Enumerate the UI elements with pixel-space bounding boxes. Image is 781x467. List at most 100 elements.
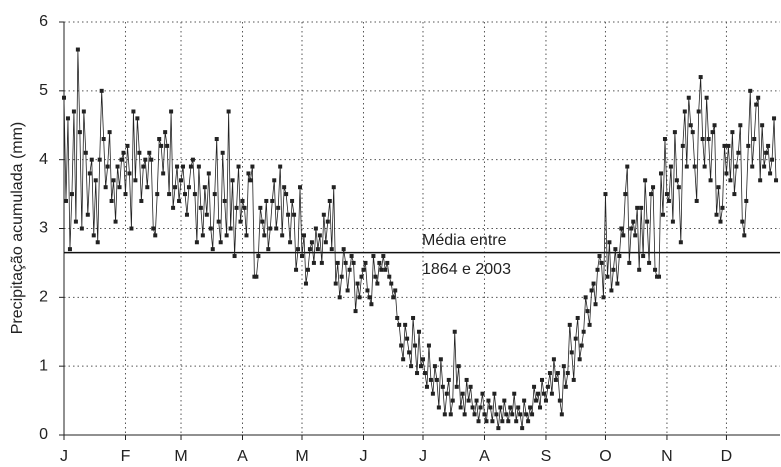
- data-point: [772, 116, 777, 121]
- data-point: [294, 267, 299, 272]
- data-point: [668, 164, 673, 169]
- data-point: [448, 412, 453, 417]
- x-tick-label: N: [661, 448, 673, 465]
- data-point: [426, 343, 431, 348]
- data-point: [337, 295, 342, 300]
- data-point: [444, 391, 449, 396]
- data-point: [752, 137, 757, 142]
- data-point: [571, 377, 576, 382]
- data-point: [333, 281, 338, 286]
- data-point: [73, 219, 78, 224]
- data-point: [563, 384, 568, 389]
- data-point: [480, 391, 485, 396]
- data-point: [609, 288, 614, 293]
- data-point: [730, 130, 735, 135]
- data-point: [486, 398, 491, 403]
- data-point: [589, 288, 594, 293]
- data-point: [534, 398, 539, 403]
- data-point: [599, 260, 604, 265]
- data-point: [724, 171, 729, 176]
- data-point: [438, 357, 443, 362]
- data-point: [210, 247, 215, 252]
- data-point: [163, 130, 168, 135]
- data-point: [419, 364, 424, 369]
- data-point: [258, 205, 263, 210]
- data-point: [520, 426, 525, 431]
- data-point: [692, 164, 697, 169]
- data-point: [103, 185, 108, 190]
- data-point: [363, 260, 368, 265]
- data-point: [498, 405, 503, 410]
- data-point: [377, 260, 382, 265]
- data-point: [629, 226, 634, 231]
- data-point: [543, 398, 548, 403]
- data-point: [264, 198, 269, 203]
- data-point: [93, 178, 98, 183]
- data-point: [506, 419, 511, 424]
- data-point: [300, 254, 305, 259]
- data-point: [434, 377, 439, 382]
- data-point: [456, 364, 461, 369]
- data-point: [387, 274, 392, 279]
- data-point: [188, 164, 193, 169]
- x-tick-label: M: [174, 448, 187, 465]
- data-point: [355, 281, 360, 286]
- data-point: [175, 164, 180, 169]
- data-point: [698, 75, 703, 80]
- data-point: [549, 391, 554, 396]
- data-point: [286, 212, 291, 217]
- data-point: [476, 419, 481, 424]
- data-point: [222, 198, 227, 203]
- data-point: [458, 405, 463, 410]
- data-point: [256, 254, 261, 259]
- data-point: [597, 254, 602, 259]
- data-point: [417, 329, 422, 334]
- data-point: [750, 164, 755, 169]
- data-point: [635, 205, 640, 210]
- data-point: [680, 143, 685, 148]
- data-point: [502, 398, 507, 403]
- data-point: [383, 267, 388, 272]
- data-point: [762, 164, 767, 169]
- data-point: [280, 233, 285, 238]
- data-point: [343, 260, 348, 265]
- data-point: [619, 226, 624, 231]
- data-point: [688, 123, 693, 128]
- data-point: [303, 281, 308, 286]
- data-point: [232, 254, 237, 259]
- data-point: [411, 315, 416, 320]
- data-point: [311, 260, 316, 265]
- data-point: [748, 88, 753, 93]
- data-point: [532, 384, 537, 389]
- data-point: [121, 150, 126, 155]
- data-point: [135, 116, 140, 121]
- data-point: [601, 295, 606, 300]
- data-point: [415, 371, 420, 376]
- data-point: [613, 247, 618, 252]
- data-point: [182, 192, 187, 197]
- data-point: [371, 254, 376, 259]
- data-point: [585, 309, 590, 314]
- data-point: [728, 178, 733, 183]
- data-point: [637, 267, 642, 272]
- data-point: [579, 343, 584, 348]
- data-point: [583, 295, 588, 300]
- data-point: [145, 185, 150, 190]
- data-point: [452, 329, 457, 334]
- data-point: [555, 371, 560, 376]
- data-point: [381, 254, 386, 259]
- data-point: [181, 164, 186, 169]
- data-point: [720, 205, 725, 210]
- data-point: [565, 371, 570, 376]
- data-point: [351, 260, 356, 265]
- y-tick-label: 2: [39, 289, 48, 306]
- data-point: [69, 192, 74, 197]
- data-point: [83, 150, 88, 155]
- data-point: [545, 384, 550, 389]
- data-point: [633, 233, 638, 238]
- data-point: [670, 219, 675, 224]
- data-point: [141, 164, 146, 169]
- data-point: [133, 178, 138, 183]
- data-point: [226, 109, 231, 114]
